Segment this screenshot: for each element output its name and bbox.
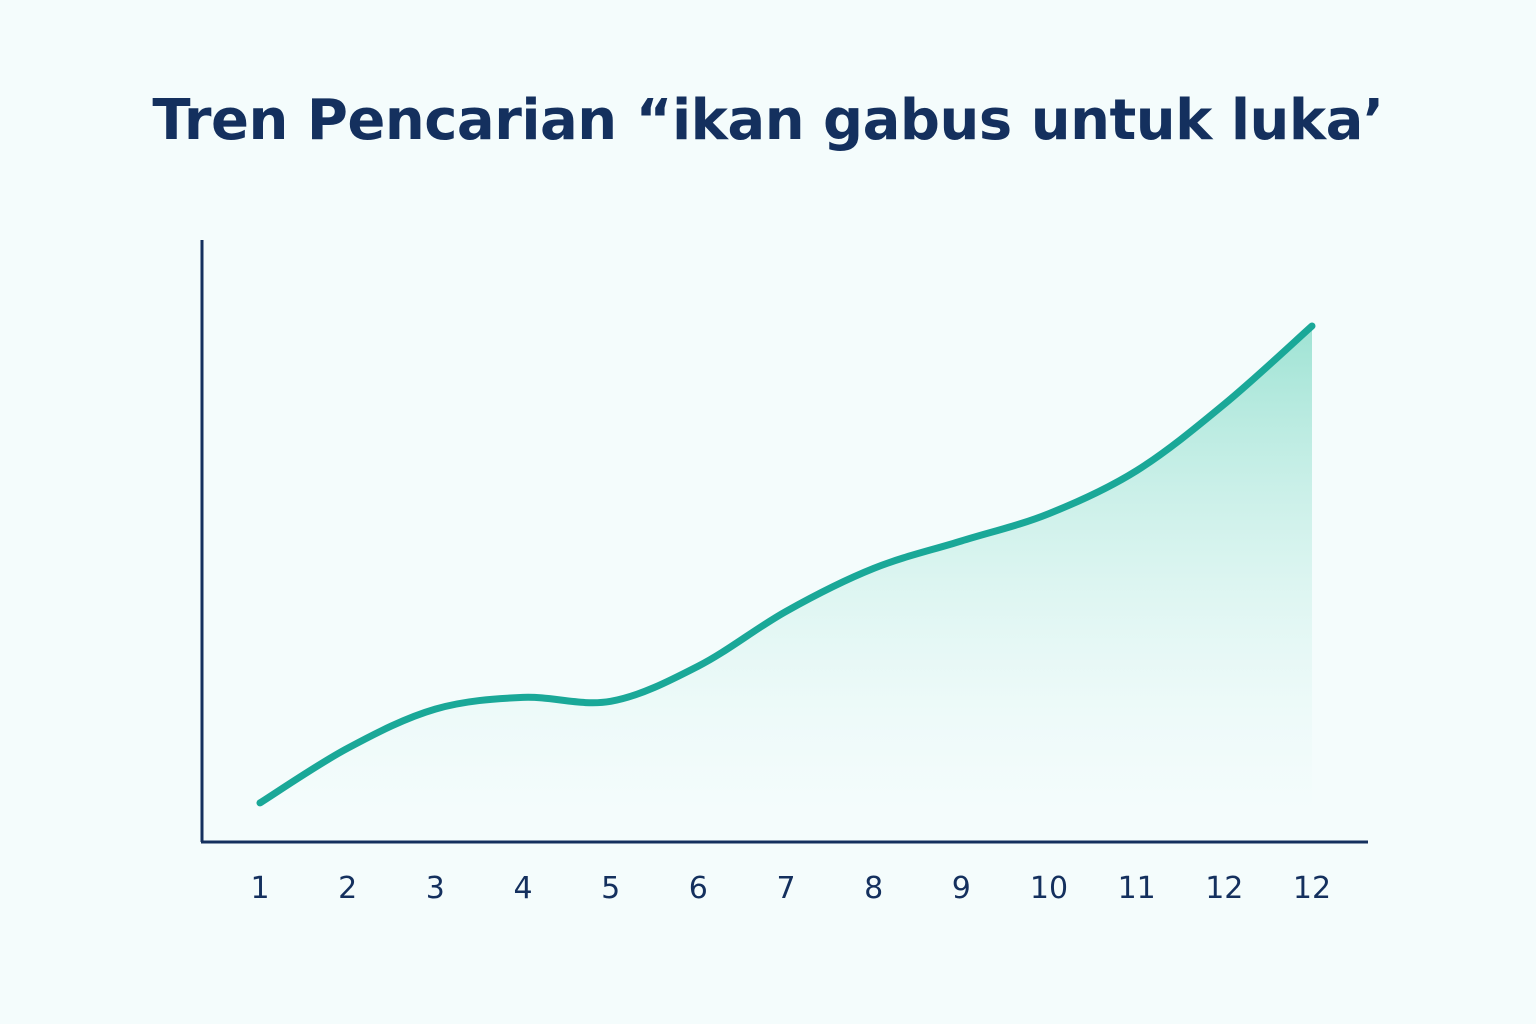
x-tick-label: 11: [1118, 871, 1156, 906]
x-tick-label: 2: [338, 871, 357, 906]
chart-title: Tren Pencarian “ikan gabus untuk luka’: [152, 88, 1384, 153]
data-point: [695, 663, 701, 669]
data-point: [1134, 468, 1140, 474]
data-point: [432, 706, 438, 712]
series-line: [256, 322, 1316, 807]
data-point: [257, 800, 263, 806]
x-tick-label: 12: [1293, 871, 1331, 906]
x-tick-label: 3: [426, 871, 445, 906]
series-area-fill: [260, 326, 1312, 820]
x-tick-label: 7: [776, 871, 795, 906]
x-tick-label: 6: [689, 871, 708, 906]
x-tick-label: 4: [513, 871, 532, 906]
data-point: [871, 565, 877, 571]
data-point: [1046, 511, 1052, 517]
x-tick-label: 1: [250, 871, 269, 906]
x-tick-label: 10: [1030, 871, 1068, 906]
data-point: [345, 745, 351, 751]
x-tick-label: 9: [952, 871, 971, 906]
x-tick-label: 5: [601, 871, 620, 906]
data-point: [608, 698, 614, 704]
x-tick-label: 8: [864, 871, 883, 906]
data-point: [1221, 401, 1227, 407]
data-point: [520, 694, 526, 700]
data-point: [1309, 323, 1315, 329]
data-point: [958, 538, 964, 544]
data-point: [783, 608, 789, 614]
x-tick-label: 12: [1205, 871, 1243, 906]
